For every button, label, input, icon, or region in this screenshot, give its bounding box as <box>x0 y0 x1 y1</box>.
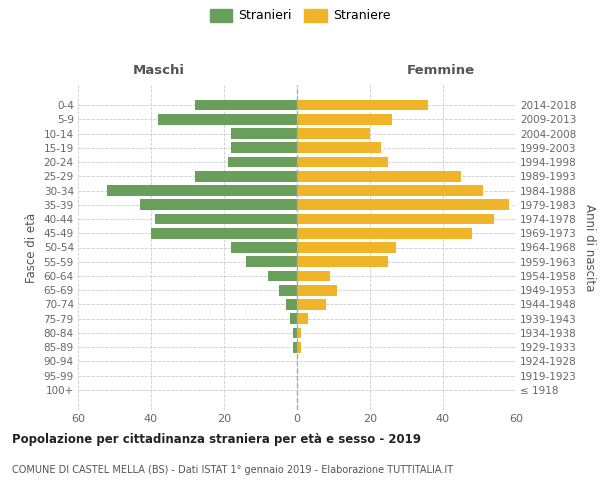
Bar <box>195 100 297 110</box>
Bar <box>195 171 297 181</box>
Bar <box>297 200 509 210</box>
Text: Maschi: Maschi <box>133 64 185 78</box>
Legend: Stranieri, Straniere: Stranieri, Straniere <box>209 8 391 22</box>
Bar <box>290 314 297 324</box>
Bar <box>232 128 297 139</box>
Bar <box>232 142 297 153</box>
Text: Popolazione per cittadinanza straniera per età e sesso - 2019: Popolazione per cittadinanza straniera p… <box>12 432 421 446</box>
Bar <box>297 270 330 281</box>
Y-axis label: Anni di nascita: Anni di nascita <box>583 204 596 291</box>
Bar <box>297 128 370 139</box>
Bar <box>268 270 297 281</box>
Bar <box>232 242 297 253</box>
Bar <box>155 214 297 224</box>
Y-axis label: Fasce di età: Fasce di età <box>25 212 38 282</box>
Bar <box>297 285 337 296</box>
Bar <box>107 185 297 196</box>
Bar <box>151 228 297 238</box>
Bar <box>297 171 461 181</box>
Bar <box>297 314 308 324</box>
Bar <box>246 256 297 267</box>
Bar <box>297 100 428 110</box>
Bar <box>293 328 297 338</box>
Bar <box>297 185 483 196</box>
Bar <box>227 156 297 168</box>
Bar <box>297 228 472 238</box>
Bar <box>279 285 297 296</box>
Bar <box>297 214 494 224</box>
Bar <box>297 328 301 338</box>
Bar <box>297 156 388 168</box>
Bar <box>140 200 297 210</box>
Bar <box>286 299 297 310</box>
Bar <box>297 114 392 124</box>
Text: COMUNE DI CASTEL MELLA (BS) - Dati ISTAT 1° gennaio 2019 - Elaborazione TUTTITAL: COMUNE DI CASTEL MELLA (BS) - Dati ISTAT… <box>12 465 453 475</box>
Bar <box>158 114 297 124</box>
Bar <box>297 242 395 253</box>
Text: Femmine: Femmine <box>407 64 475 78</box>
Bar <box>297 256 388 267</box>
Bar <box>297 342 301 352</box>
Bar <box>297 299 326 310</box>
Bar <box>297 142 381 153</box>
Bar <box>293 342 297 352</box>
